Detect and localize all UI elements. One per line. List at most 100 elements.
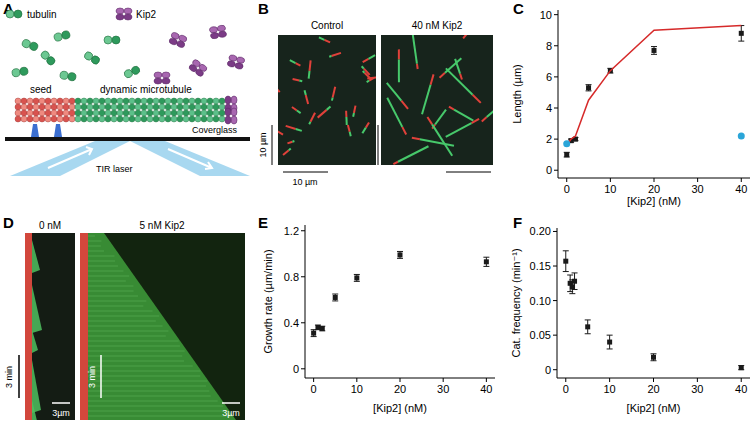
seed-subunit: [69, 110, 75, 116]
kip2-head: [209, 26, 218, 33]
microtubule-segment: [299, 80, 302, 83]
x-tick-label: 20: [647, 383, 659, 395]
error-bar: [651, 354, 657, 361]
lattice-subunit: [153, 104, 159, 110]
growth-event: [32, 330, 38, 353]
tubulin-beta: [112, 36, 120, 44]
y-tick-label: 6: [546, 71, 552, 83]
kip2-dimer: [209, 25, 227, 40]
streak: [88, 401, 218, 402]
microtubule-segment: [309, 122, 310, 124]
micrograph: [278, 35, 376, 165]
image-title: 5 nM Kip2: [139, 220, 184, 231]
microtubule-segment: [398, 146, 428, 162]
streak: [88, 416, 233, 417]
lattice-subunit: [105, 98, 111, 104]
panel-letter: E: [258, 214, 268, 231]
microtubule-segment: [454, 110, 473, 121]
x-tick-label: 40: [735, 383, 747, 395]
x-tick-label: 10: [351, 383, 363, 395]
panel-letter: F: [513, 214, 522, 231]
seed-segment: [440, 73, 445, 78]
tubulin-beta: [19, 67, 28, 76]
seed-subunit: [39, 98, 45, 104]
microtubule-segment: [435, 110, 446, 125]
lattice-subunit: [213, 110, 219, 116]
x-tick-label: 30: [692, 183, 704, 195]
kip2-head: [225, 116, 231, 124]
y-tick-label: 0.05: [530, 329, 551, 341]
scale-text: 3µm: [222, 408, 240, 418]
seed-subunit: [69, 98, 75, 104]
streak: [88, 336, 166, 337]
y-tick: [554, 76, 558, 77]
seed-segment: [416, 64, 419, 69]
seed-subunit: [69, 104, 75, 110]
streak: [88, 386, 206, 387]
lattice-subunit: [135, 104, 141, 110]
lattice-subunit: [207, 110, 213, 116]
microtubule-segment: [420, 139, 454, 146]
lattice-subunit: [75, 110, 81, 116]
lattice-subunit: [213, 98, 219, 104]
lattice-subunit: [159, 98, 165, 104]
growth-event: [32, 360, 41, 413]
x-tick: [697, 178, 698, 182]
tubulin-dimer: [123, 65, 141, 79]
microtubule-segment: [305, 90, 306, 95]
lattice-subunit: [93, 116, 99, 122]
micrograph-content: [278, 37, 376, 155]
error-bar: [397, 251, 403, 258]
streak: [88, 291, 134, 292]
lattice-subunit: [123, 104, 129, 110]
error-bar: [738, 26, 744, 42]
laser-beam: [130, 141, 250, 176]
seed-subunit: [15, 104, 21, 110]
x-tick: [443, 378, 444, 382]
y-tick-label: 1.2: [284, 225, 299, 237]
streak: [88, 236, 95, 237]
x-tick-label: 20: [648, 183, 660, 195]
seed-subunit: [63, 104, 69, 110]
error-bar: [586, 85, 592, 91]
lattice-subunit: [99, 110, 105, 116]
tubulin-dimer: [40, 50, 57, 67]
seed-segment: [427, 117, 432, 124]
y-tick: [301, 230, 305, 231]
kip2-dimer: [116, 8, 132, 20]
lattice-subunit: [93, 104, 99, 110]
y-axis-label: Growth rate (µm/min): [262, 249, 274, 353]
data-point: [563, 259, 568, 264]
seed-segment: [431, 74, 434, 84]
kip2-head: [231, 116, 237, 124]
lattice-subunit: [165, 104, 171, 110]
seed-subunit: [57, 110, 63, 116]
error-bar: [483, 257, 489, 266]
data-point: [484, 259, 489, 264]
lattice-subunit: [159, 110, 165, 116]
lattice-subunit: [195, 98, 201, 104]
y-tick: [554, 108, 558, 109]
seed-subunit: [33, 104, 39, 110]
seed-subunit: [27, 116, 33, 122]
y-tick: [554, 170, 558, 171]
microtubule-segment: [412, 35, 417, 64]
lattice-subunit: [165, 110, 171, 116]
seed-segment: [473, 95, 481, 103]
lattice-subunit: [201, 110, 207, 116]
tubulin-dimer: [83, 51, 101, 66]
x-tick-label: 10: [604, 183, 616, 195]
data-point: [739, 365, 744, 370]
tubulin-alpha: [53, 32, 63, 42]
tubulin-dimer: [6, 10, 22, 18]
micrograph-content: [387, 35, 493, 164]
y-tick-label: 0: [293, 363, 299, 375]
data-point: [311, 331, 316, 336]
kip2-head: [225, 108, 231, 116]
lattice-subunit: [219, 116, 225, 122]
y-tick-label: 0.8: [284, 271, 299, 283]
kip2-dimer: [188, 58, 208, 77]
diagram-text: dynamic microtubule: [100, 84, 192, 95]
lattice-subunit: [87, 104, 93, 110]
lattice-subunit: [135, 110, 141, 116]
